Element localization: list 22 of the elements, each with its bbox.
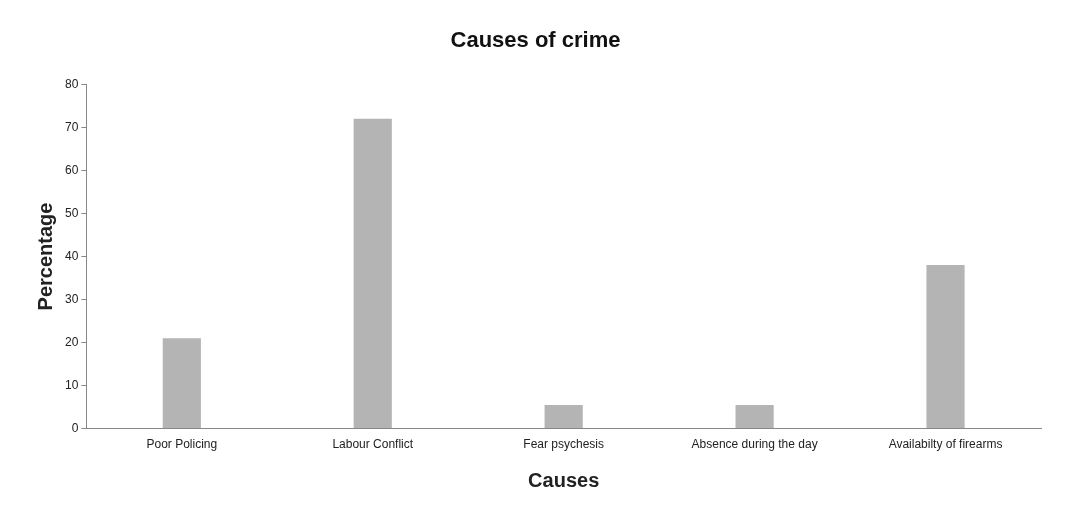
y-tick-label: 40 — [64, 248, 79, 263]
x-axis-title: Causes — [528, 468, 600, 491]
x-tick-label: Labour Conflict — [332, 437, 414, 452]
y-tick-label: 70 — [64, 119, 79, 134]
bar — [544, 404, 583, 429]
y-tick-label: 10 — [64, 377, 79, 392]
y-tick-label: 60 — [64, 162, 79, 177]
y-axis-title: Percentage — [33, 202, 56, 311]
x-tick-label: Fear psychesis — [523, 437, 605, 452]
x-tick-label: Poor Policing — [146, 437, 218, 452]
y-tick-label: 0 — [71, 420, 79, 435]
bar — [735, 404, 774, 429]
y-tick-label: 80 — [64, 76, 79, 91]
bar — [162, 338, 201, 429]
bar — [353, 118, 392, 429]
y-tick-label: 30 — [64, 291, 79, 306]
x-tick-label: Absence during the day — [691, 437, 818, 452]
y-tick-label: 20 — [64, 334, 79, 349]
y-tick-label: 50 — [64, 205, 79, 220]
x-tick-label: Availabilty of firearms — [888, 437, 1003, 452]
chart-title: Causes of crime — [450, 27, 621, 53]
bar — [926, 265, 965, 429]
